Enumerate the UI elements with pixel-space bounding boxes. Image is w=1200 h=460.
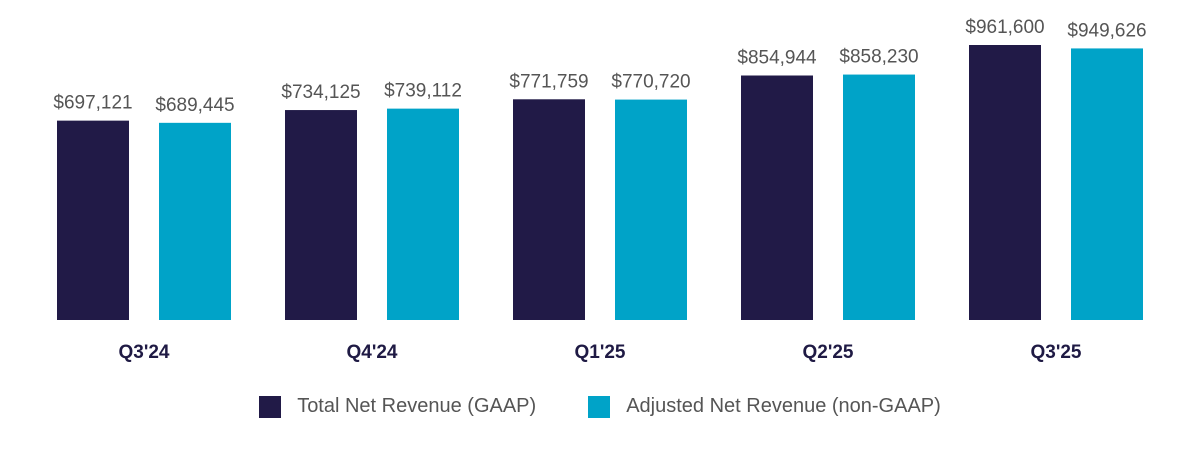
bar-non-gaap-1 [387, 108, 459, 320]
category-labels-group: Q3'24 Q4'24 Q1'25 Q2'25 Q3'25 [119, 342, 1082, 363]
category-label-0: Q3'24 [119, 342, 170, 363]
bar-gaap-2 [513, 99, 585, 321]
bar-non-gaap-0 [159, 122, 231, 320]
value-label-gaap-3: $854,944 [737, 48, 817, 69]
bar-gaap-3 [741, 75, 813, 320]
legend-swatch-total-net-revenue [259, 395, 282, 418]
legend-item-adjusted-net-revenue: Adjusted Net Revenue (non-GAAP) [588, 395, 941, 418]
value-label-gaap-0: $697,121 [53, 93, 132, 114]
bar-non-gaap-3 [843, 74, 915, 321]
value-label-gaap-4: $961,600 [965, 17, 1044, 38]
legend-label-total-net-revenue: Total Net Revenue (GAAP) [297, 395, 537, 417]
value-label-non-gaap-3: $858,230 [839, 47, 918, 68]
value-label-gaap-1: $734,125 [281, 82, 360, 103]
value-label-non-gaap-1: $739,112 [384, 81, 462, 102]
value-label-gaap-2: $771,759 [509, 71, 588, 92]
value-label-non-gaap-4: $949,626 [1067, 20, 1146, 41]
bar-non-gaap-2 [615, 99, 687, 320]
category-label-2: Q1'25 [575, 342, 626, 363]
bar-gaap-0 [57, 120, 129, 320]
value-label-non-gaap-0: $689,445 [155, 95, 234, 116]
bar-non-gaap-4 [1071, 48, 1143, 320]
category-label-3: Q2'25 [803, 342, 854, 363]
value-label-non-gaap-2: $770,720 [611, 72, 690, 93]
legend: Total Net Revenue (GAAP) Adjusted Net Re… [0, 395, 1200, 418]
bar-gaap-4 [969, 45, 1041, 320]
category-label-1: Q4'24 [347, 342, 398, 363]
legend-item-total-net-revenue: Total Net Revenue (GAAP) [259, 395, 536, 418]
legend-swatch-adjusted-net-revenue [588, 395, 611, 418]
bars-group [57, 45, 1143, 321]
bar-gaap-1 [285, 110, 357, 321]
value-labels-group: $697,121 $689,445 $734,125 $739,112 $771,759… [53, 17, 1146, 116]
legend-label-adjusted-net-revenue: Adjusted Net Revenue (non-GAAP) [626, 395, 941, 417]
category-label-4: Q3'25 [1031, 342, 1082, 363]
